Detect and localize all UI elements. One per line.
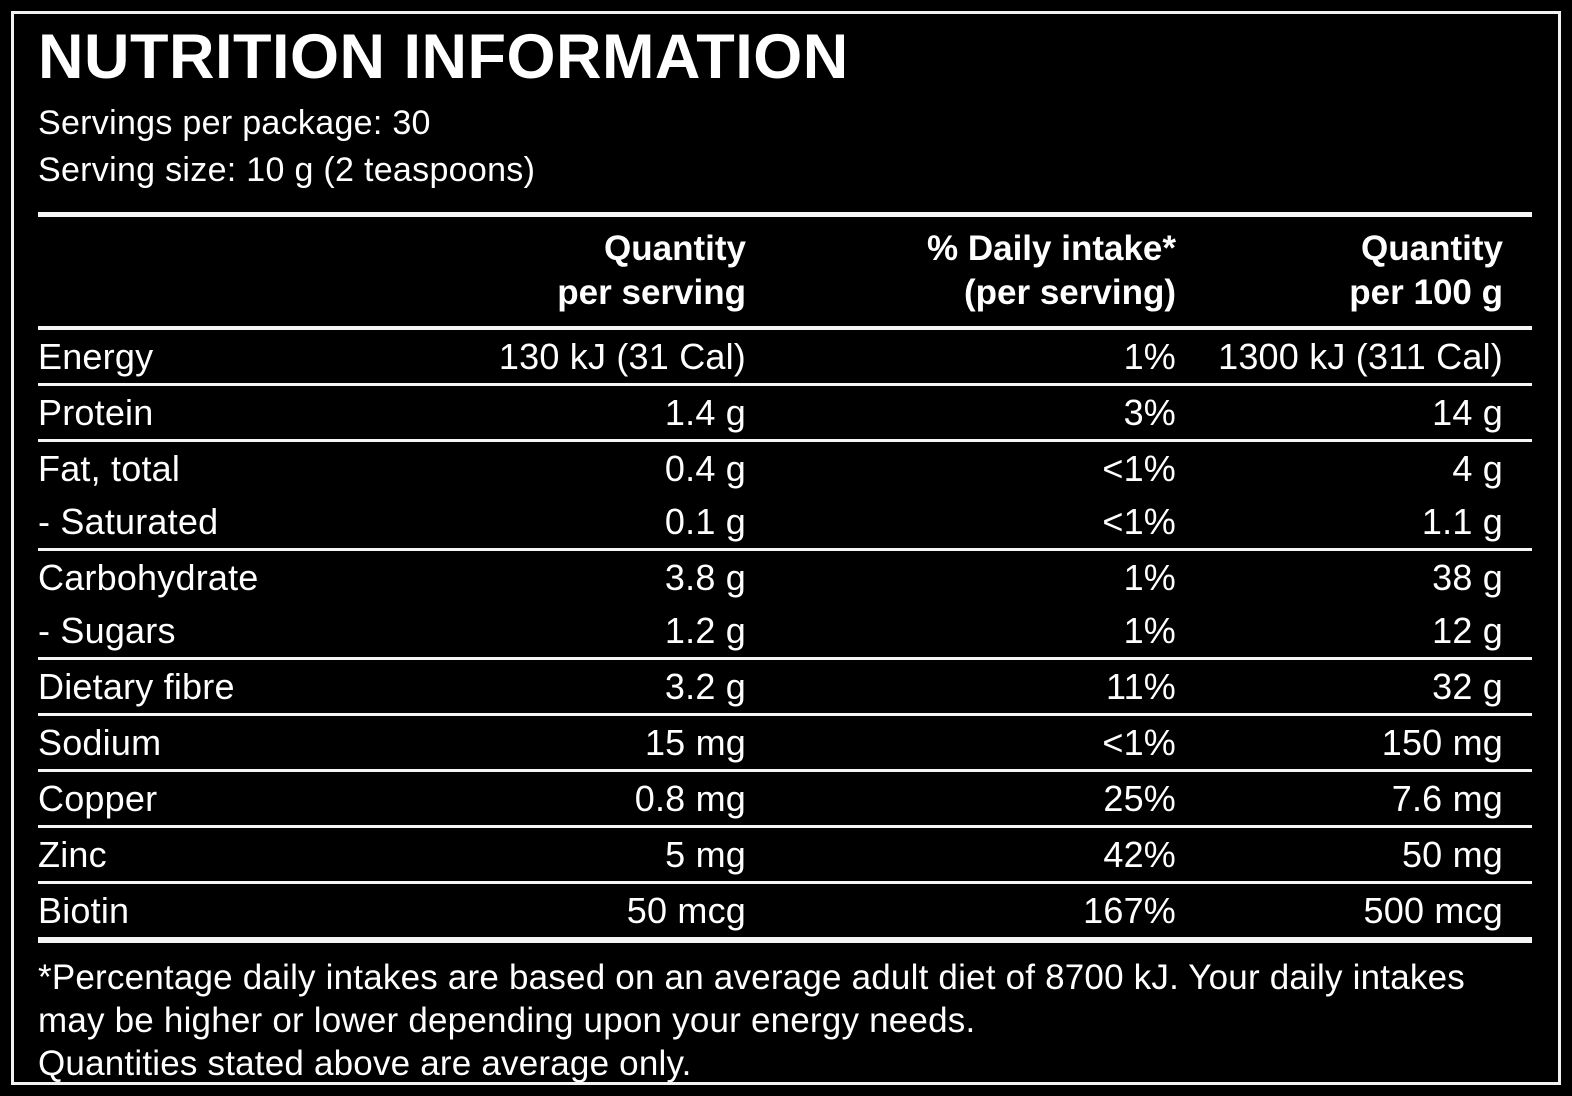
nutrient-name: - Sugars bbox=[38, 609, 176, 651]
table-bottom-rule bbox=[38, 937, 1532, 944]
value-per-100g: 500 mcg bbox=[1363, 889, 1503, 931]
value-daily-intake: 3% bbox=[1123, 391, 1176, 433]
nutrient-name: Biotin bbox=[38, 889, 130, 931]
footnote-average-note: Quantities stated above are average only… bbox=[38, 1043, 692, 1083]
value-per-serving: 1.4 g bbox=[664, 391, 746, 433]
value-per-serving: 0.4 g bbox=[664, 447, 746, 489]
serving-info: Servings per package: 30 Serving size: 1… bbox=[38, 100, 1532, 194]
table-row-dietary-fibre: Dietary fibre 3.2 g 11% 32 g bbox=[38, 660, 1532, 717]
value-per-100g: 50 mg bbox=[1401, 833, 1503, 875]
value-per-100g: 32 g bbox=[1432, 665, 1503, 707]
value-per-100g: 14 g bbox=[1432, 391, 1503, 433]
footnote-daily-intake-note: *Percentage daily intakes are based on a… bbox=[38, 958, 1465, 1041]
header-quantity-per-100g-line2: per 100 g bbox=[1349, 272, 1503, 312]
nutrient-name: Protein bbox=[38, 391, 154, 433]
table-header-rule bbox=[38, 326, 1532, 331]
table-row-fat-total: Fat, total 0.4 g <1% 4 g bbox=[38, 442, 1532, 495]
table-row-protein: Protein 1.4 g 3% 14 g bbox=[38, 386, 1532, 443]
footnote: *Percentage daily intakes are based on a… bbox=[38, 957, 1532, 1085]
value-per-serving: 1.2 g bbox=[664, 609, 746, 651]
value-per-serving: 50 mcg bbox=[626, 889, 746, 931]
value-per-serving: 3.8 g bbox=[664, 556, 746, 598]
value-daily-intake: 1% bbox=[1123, 556, 1176, 598]
value-per-serving: 15 mg bbox=[644, 721, 746, 763]
header-daily-intake-line2: (per serving) bbox=[964, 272, 1176, 312]
value-per-serving: 5 mg bbox=[665, 833, 746, 875]
nutrient-name: Zinc bbox=[38, 833, 107, 875]
nutrient-name: Dietary fibre bbox=[38, 665, 235, 707]
value-daily-intake: 11% bbox=[1106, 665, 1176, 707]
table-row-sugars: - Sugars 1.2 g 1% 12 g bbox=[38, 604, 1532, 661]
table-row-biotin: Biotin 50 mcg 167% 500 mcg bbox=[38, 884, 1532, 937]
value-daily-intake: 167% bbox=[1083, 889, 1176, 931]
table-row-saturated: - Saturated 0.1 g <1% 1.1 g bbox=[38, 495, 1532, 552]
nutrient-name: - Saturated bbox=[38, 500, 219, 542]
value-per-100g: 4 g bbox=[1452, 447, 1503, 489]
table-row-energy: Energy 130 kJ (31 Cal) 1% 1300 kJ (311 C… bbox=[38, 330, 1532, 387]
value-per-100g: 38 g bbox=[1432, 556, 1503, 598]
label-border-frame bbox=[11, 11, 1561, 1085]
value-daily-intake: 1% bbox=[1123, 335, 1176, 377]
value-daily-intake: 42% bbox=[1103, 833, 1176, 875]
header-quantity-per-100g: Quantity per 100 g bbox=[1176, 227, 1532, 315]
value-per-100g: 12 g bbox=[1432, 609, 1503, 651]
header-quantity-per-serving-line2: per serving bbox=[557, 272, 746, 312]
value-per-serving: 0.1 g bbox=[664, 500, 746, 542]
label-content: NUTRITION INFORMATION Servings per packa… bbox=[38, 24, 1532, 1086]
header-quantity-per-serving-line1: Quantity bbox=[604, 228, 746, 268]
table-row-sodium: Sodium 15 mg <1% 150 mg bbox=[38, 716, 1532, 773]
value-per-100g: 1.1 g bbox=[1421, 500, 1503, 542]
table-row-copper: Copper 0.8 mg 25% 7.6 mg bbox=[38, 772, 1532, 829]
table-row-carbohydrate: Carbohydrate 3.8 g 1% 38 g bbox=[38, 551, 1532, 604]
nutrient-name: Sodium bbox=[38, 721, 162, 763]
header-daily-intake-line1: % Daily intake* bbox=[927, 228, 1176, 268]
label-title: NUTRITION INFORMATION bbox=[38, 22, 849, 92]
serving-size: Serving size: 10 g (2 teaspoons) bbox=[38, 151, 536, 190]
value-daily-intake: <1% bbox=[1102, 721, 1176, 763]
table-row-zinc: Zinc 5 mg 42% 50 mg bbox=[38, 828, 1532, 885]
value-per-100g: 150 mg bbox=[1381, 721, 1503, 763]
table-top-rule bbox=[38, 211, 1532, 217]
nutrient-name: Carbohydrate bbox=[38, 556, 259, 598]
value-daily-intake: <1% bbox=[1102, 447, 1176, 489]
value-per-100g: 7.6 mg bbox=[1391, 777, 1503, 819]
value-daily-intake: <1% bbox=[1102, 500, 1176, 542]
value-daily-intake: 1% bbox=[1123, 609, 1176, 651]
nutrient-name: Energy bbox=[38, 335, 154, 377]
value-per-serving: 0.8 mg bbox=[634, 777, 746, 819]
table-header-row: Quantity per serving % Daily intake* (pe… bbox=[38, 217, 1532, 327]
header-quantity-per-serving: Quantity per serving bbox=[378, 227, 746, 315]
servings-per-package: Servings per package: 30 bbox=[38, 104, 431, 143]
header-daily-intake: % Daily intake* (per serving) bbox=[746, 227, 1176, 315]
nutrient-name: Copper bbox=[38, 777, 158, 819]
value-per-100g: 1300 kJ (311 Cal) bbox=[1218, 335, 1503, 377]
value-per-serving: 130 kJ (31 Cal) bbox=[498, 335, 746, 377]
header-quantity-per-100g-line1: Quantity bbox=[1361, 228, 1503, 268]
value-per-serving: 3.2 g bbox=[664, 665, 746, 707]
value-daily-intake: 25% bbox=[1103, 777, 1176, 819]
nutrient-name: Fat, total bbox=[38, 447, 181, 489]
